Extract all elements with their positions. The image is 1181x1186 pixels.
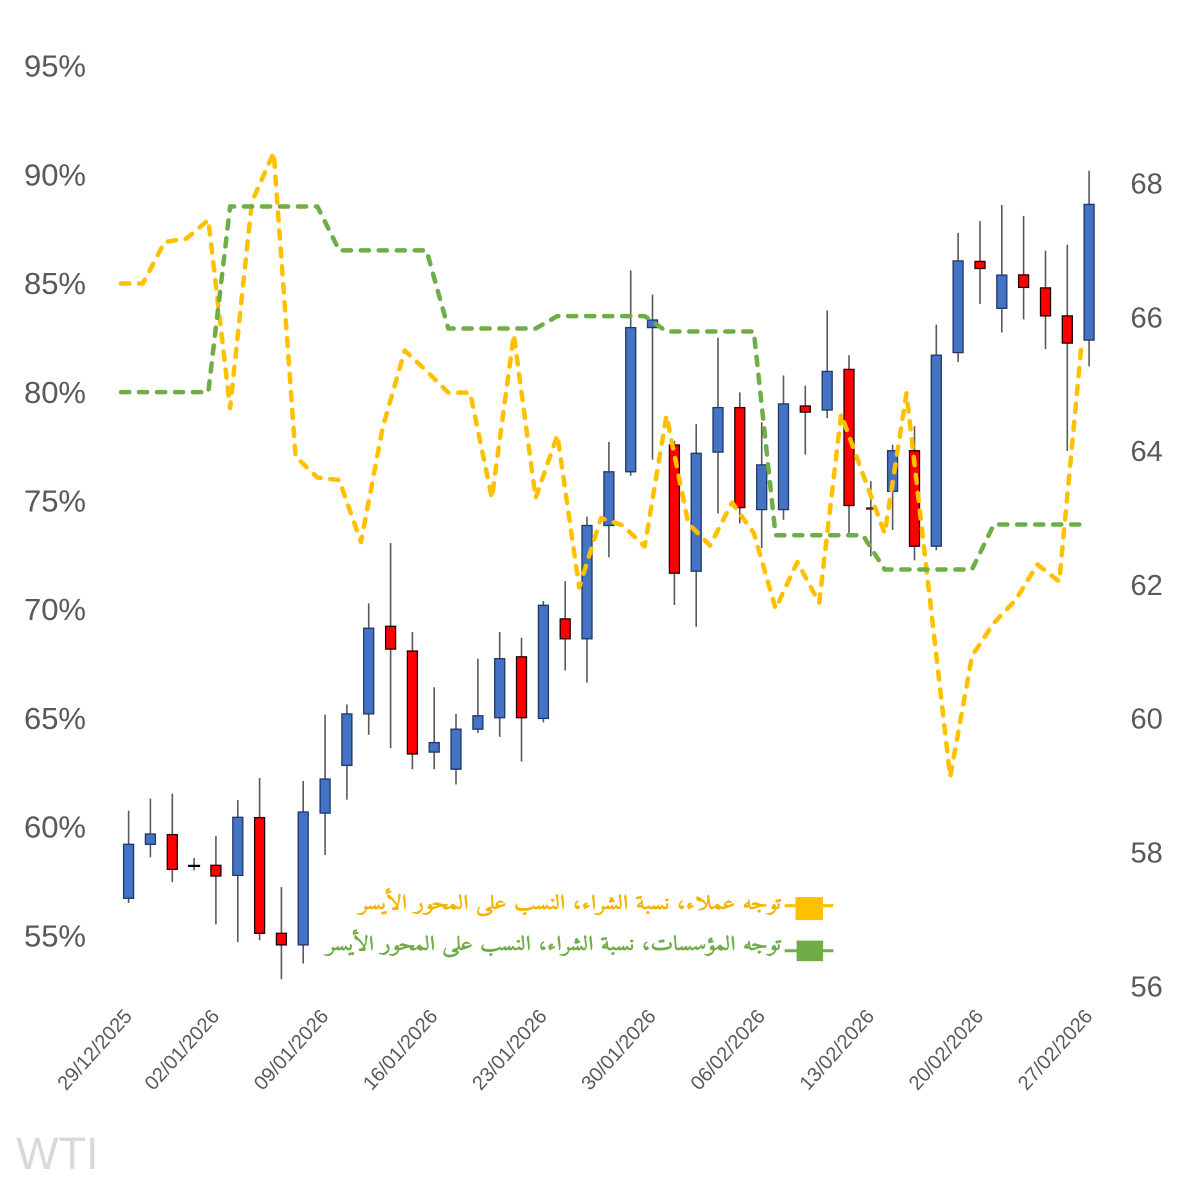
svg-text:66: 66 [1131, 302, 1163, 334]
svg-text:65%: 65% [24, 701, 86, 736]
svg-text:60%: 60% [24, 810, 86, 845]
svg-text:55%: 55% [24, 918, 86, 953]
svg-text:58: 58 [1131, 838, 1163, 870]
svg-text:85%: 85% [24, 266, 86, 301]
svg-text:60: 60 [1131, 704, 1163, 736]
svg-text:80%: 80% [24, 375, 86, 410]
svg-text:75%: 75% [24, 484, 86, 519]
svg-text:70%: 70% [24, 592, 86, 627]
svg-text:90%: 90% [24, 157, 86, 192]
svg-text:64: 64 [1131, 436, 1163, 468]
svg-text:WTI: WTI [16, 1128, 98, 1179]
svg-text:56: 56 [1131, 971, 1163, 1003]
svg-text:62: 62 [1131, 570, 1163, 602]
svg-text:68: 68 [1131, 169, 1163, 201]
svg-text:95%: 95% [24, 49, 86, 84]
